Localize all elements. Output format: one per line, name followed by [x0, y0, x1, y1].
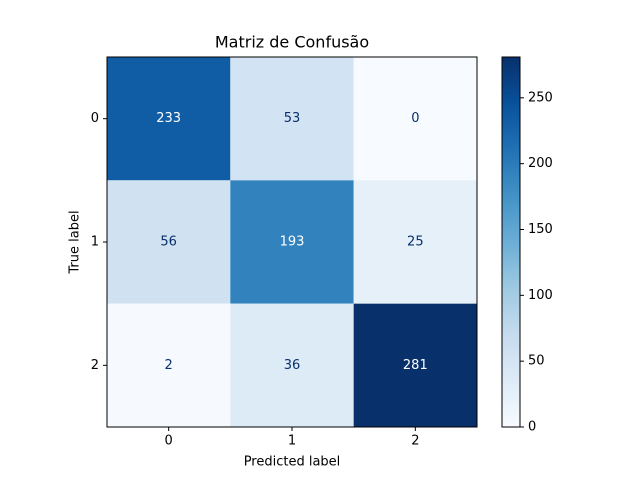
- heatmap-cell: [230, 303, 354, 427]
- heatmap-cell: [107, 180, 231, 304]
- heatmap-cell: [230, 57, 354, 181]
- x-tick-label: 2: [411, 434, 419, 449]
- cell-label: 53: [284, 111, 301, 126]
- y-tick-label: 2: [91, 358, 99, 373]
- cell-label: 25: [407, 235, 424, 250]
- heatmap-cell: [353, 303, 477, 427]
- heatmap-cell: [107, 57, 231, 181]
- cell-label: 56: [160, 235, 177, 250]
- cell-label: 2: [165, 358, 173, 373]
- heatmap-cell: [353, 180, 477, 304]
- y-tick-label: 1: [91, 235, 99, 250]
- heatmap-cell: [107, 303, 231, 427]
- colorbar-tick-label: 50: [528, 354, 545, 369]
- x-axis-label: Predicted label: [244, 455, 341, 470]
- colorbar-tick-label: 0: [528, 420, 536, 435]
- colorbar-tick-label: 200: [528, 156, 553, 171]
- colorbar-tick-label: 250: [528, 90, 553, 105]
- colorbar-tick-label: 100: [528, 288, 553, 303]
- cell-label: 36: [284, 358, 301, 373]
- chart-title: Matriz de Confusão: [215, 33, 369, 52]
- y-axis-label: True label: [68, 210, 83, 274]
- colorbar-tick-label: 150: [528, 222, 553, 237]
- cell-label: 281: [403, 358, 428, 373]
- heatmap-cell: [230, 180, 354, 304]
- colorbar: [501, 56, 521, 428]
- cell-label: 0: [411, 111, 419, 126]
- y-tick-label: 0: [91, 111, 99, 126]
- heatmap-cell: [353, 57, 477, 181]
- x-tick-label: 0: [165, 434, 173, 449]
- cell-label: 233: [156, 111, 181, 126]
- x-tick-label: 1: [288, 434, 296, 449]
- cell-label: 193: [280, 235, 305, 250]
